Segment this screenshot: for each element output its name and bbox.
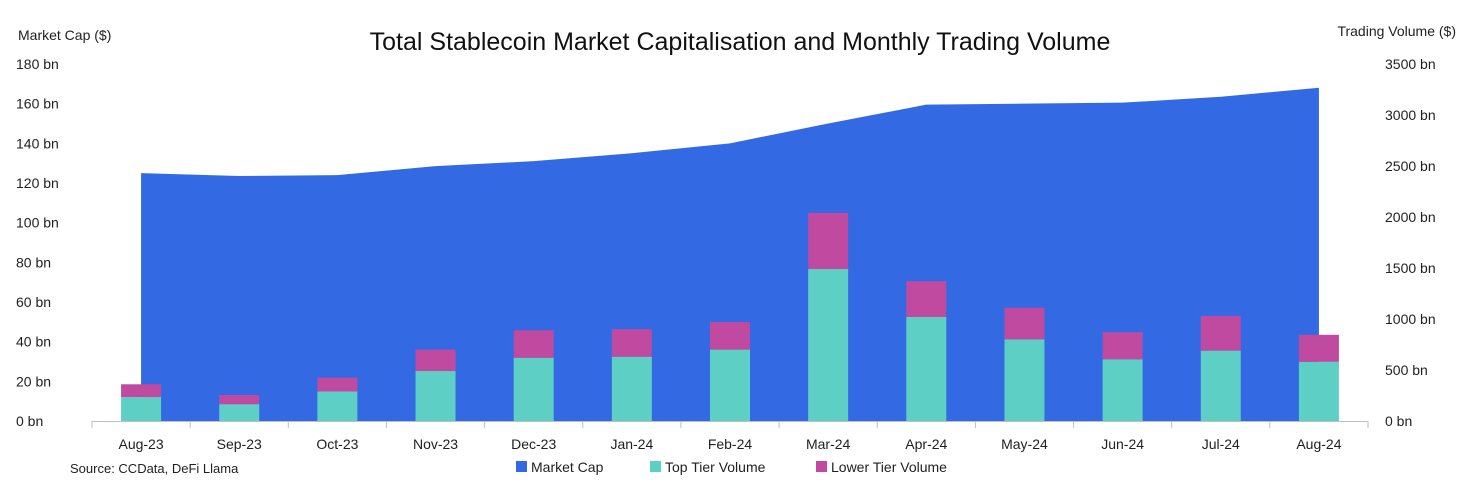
right-tick-label: 1000 bn bbox=[1385, 311, 1436, 327]
left-tick-label: 40 bn bbox=[16, 334, 51, 350]
right-tick-label: 1500 bn bbox=[1385, 260, 1436, 276]
left-axis-ticks: 0 bn 20 bn 40 bn 60 bn 80 bn 100 bn 120 bn 140 … bbox=[16, 56, 59, 429]
left-tick-label: 80 bn bbox=[16, 254, 51, 270]
top-tier-bar-feb-24 bbox=[710, 349, 750, 421]
x-tick-label: Jun-24 bbox=[1101, 436, 1144, 452]
lower-tier-bar-oct-23 bbox=[317, 377, 358, 392]
left-tick-label: 120 bn bbox=[16, 175, 59, 191]
top-tier-bar-apr-24 bbox=[906, 316, 947, 421]
left-axis-title: Market Cap ($) bbox=[18, 27, 111, 43]
left-tick-label: 100 bn bbox=[16, 215, 59, 231]
right-tick-label: 3000 bn bbox=[1385, 107, 1436, 123]
lower-tier-bar-jun-24 bbox=[1102, 332, 1143, 360]
x-tick-label: Jul-24 bbox=[1202, 436, 1240, 452]
legend: Market Cap Top Tier Volume Lower Tier Volu… bbox=[516, 459, 947, 475]
lower-tier-bar-aug-24 bbox=[1298, 334, 1339, 362]
lower-tier-bar-may-24 bbox=[1004, 307, 1045, 340]
legend-swatch bbox=[816, 461, 827, 472]
lower-tier-bar-dec-23 bbox=[513, 330, 554, 358]
top-tier-bar-aug-23 bbox=[121, 397, 162, 421]
lower-tier-bar-jan-24 bbox=[611, 329, 652, 357]
lower-tier-bar-sep-23 bbox=[219, 394, 260, 405]
top-tier-bar-jul-24 bbox=[1200, 350, 1241, 421]
top-tier-bar-may-24 bbox=[1004, 339, 1045, 421]
legend-swatch bbox=[516, 461, 527, 472]
x-tick-label: Dec-23 bbox=[511, 436, 556, 452]
top-tier-bar-jan-24 bbox=[611, 356, 652, 421]
right-tick-label: 3500 bn bbox=[1385, 56, 1436, 72]
legend-label: Market Cap bbox=[531, 459, 604, 475]
axes-layer bbox=[91, 421, 1369, 428]
top-tier-bar-jun-24 bbox=[1102, 359, 1143, 421]
right-axis-ticks: 0 bn 500 bn 1000 bn 1500 bn 2000 bn 2500 bn 30… bbox=[1385, 56, 1436, 429]
top-tier-bar-sep-23 bbox=[219, 404, 260, 421]
x-tick-label: Jan-24 bbox=[610, 436, 653, 452]
left-tick-label: 60 bn bbox=[16, 294, 51, 310]
top-tier-bar-dec-23 bbox=[513, 357, 554, 421]
legend-label: Top Tier Volume bbox=[665, 459, 766, 475]
right-tick-label: 0 bn bbox=[1385, 413, 1412, 429]
right-tick-label: 2500 bn bbox=[1385, 158, 1436, 174]
lower-tier-bar-feb-24 bbox=[710, 322, 750, 350]
source-note: Source: CCData, DeFi Llama bbox=[70, 461, 239, 476]
lower-tier-bar-aug-23 bbox=[121, 384, 162, 398]
top-tier-bar-nov-23 bbox=[415, 371, 456, 421]
x-tick-label: Nov-23 bbox=[413, 436, 458, 452]
top-tier-bar-aug-24 bbox=[1298, 361, 1339, 421]
right-axis-title: Trading Volume ($) bbox=[1337, 23, 1456, 39]
top-tier-bar-mar-24 bbox=[808, 269, 849, 421]
x-axis-ticks: Aug-23 Sep-23 Oct-23 Nov-23 Dec-23 Jan-24 Feb-… bbox=[118, 436, 1341, 452]
left-tick-label: 180 bn bbox=[16, 56, 59, 72]
x-tick-label: Apr-24 bbox=[905, 436, 947, 452]
x-tick-label: Sep-23 bbox=[217, 436, 262, 452]
x-tick-label: Aug-23 bbox=[118, 436, 163, 452]
right-tick-label: 2000 bn bbox=[1385, 209, 1436, 225]
lower-tier-bar-mar-24 bbox=[808, 212, 849, 270]
top-tier-bar-oct-23 bbox=[317, 391, 358, 421]
left-tick-label: 140 bn bbox=[16, 135, 59, 151]
x-tick-label: Feb-24 bbox=[708, 436, 753, 452]
chart-title: Total Stablecoin Market Capitalisation a… bbox=[370, 28, 1111, 56]
x-tick-label: May-24 bbox=[1001, 436, 1048, 452]
x-tick-label: Aug-24 bbox=[1296, 436, 1341, 452]
left-tick-label: 160 bn bbox=[16, 96, 59, 112]
lower-tier-bar-apr-24 bbox=[906, 281, 947, 317]
lower-tier-bar-jul-24 bbox=[1200, 315, 1241, 351]
x-tick-label: Mar-24 bbox=[806, 436, 851, 452]
left-tick-label: 20 bn bbox=[16, 373, 51, 389]
left-tick-label: 0 bn bbox=[16, 413, 43, 429]
x-tick-label: Oct-23 bbox=[316, 436, 358, 452]
right-tick-label: 500 bn bbox=[1385, 362, 1428, 378]
lower-tier-bar-nov-23 bbox=[415, 349, 456, 372]
legend-label: Lower Tier Volume bbox=[831, 459, 947, 475]
volume-bars-layer bbox=[121, 212, 1339, 421]
legend-swatch bbox=[650, 461, 661, 472]
